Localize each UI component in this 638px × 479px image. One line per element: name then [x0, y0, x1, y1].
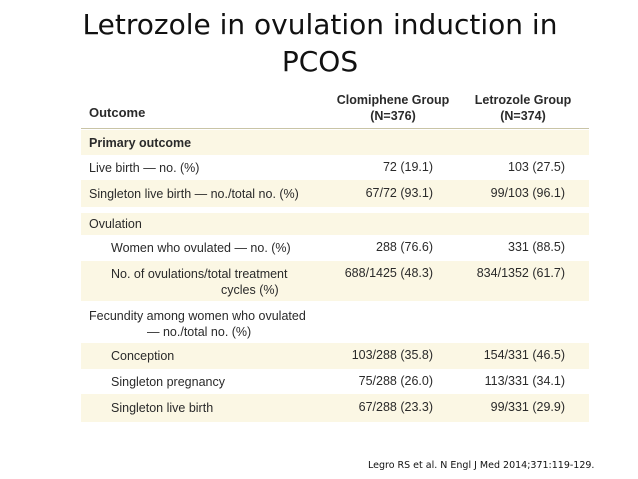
row-value-clomiphene: 75/288 (26.0) [358, 374, 433, 388]
row-value-clomiphene: 688/1425 (48.3) [344, 266, 433, 280]
header-letrozole-n: (N=374) [500, 109, 546, 123]
row-value-letrozole: 99/103 (96.1) [490, 186, 565, 200]
row-value-letrozole: 103 (27.5) [508, 160, 565, 174]
row-label: Singleton live birth [111, 401, 214, 415]
slide-title: Letrozole in ovulation induction in PCOS [60, 6, 580, 80]
row-value-clomiphene: 288 (76.6) [376, 240, 433, 254]
row-value-letrozole: 113/331 (34.1) [484, 374, 565, 388]
section-label-primary-outcome: Primary outcome [89, 136, 192, 150]
table-row-live-birth: Live birth — no. (%) 72 (19.1) 103 (27.5… [81, 155, 589, 180]
table-row-women-ovulated: Women who ovulated — no. (%) 288 (76.6) … [81, 235, 589, 261]
section-divider [81, 207, 589, 209]
row-value-letrozole: 154/331 (46.5) [483, 348, 565, 362]
row-value-clomiphene: 103/288 (35.8) [351, 348, 433, 362]
row-label: No. of ovulations/total treatment cycles… [111, 266, 287, 298]
row-label: Women who ovulated — no. (%) [111, 241, 291, 255]
row-label: Live birth — no. (%) [89, 161, 200, 175]
row-value-clomiphene: 72 (19.1) [382, 160, 433, 174]
outcomes-table: Outcome Clomiphene Group (N=376) Letrozo… [81, 88, 589, 425]
section-row-ovulation: Ovulation [81, 213, 589, 235]
header-clomiphene-group: Clomiphene Group (N=376) [327, 92, 459, 124]
section-row-primary-outcome: Primary outcome [81, 130, 589, 155]
section-label-fecundity-line1: Fecundity among women who ovulated [89, 309, 306, 323]
row-label-line1: No. of ovulations/total treatment [111, 267, 288, 281]
row-value-clomiphene: 67/288 (23.3) [358, 400, 433, 414]
row-value-letrozole: 331 (88.5) [508, 240, 565, 254]
header-letrozole-group: Letrozole Group (N=374) [457, 92, 589, 124]
section-row-fecundity: Fecundity among women who ovulated — no.… [81, 301, 589, 343]
row-label: Singleton pregnancy [111, 375, 225, 389]
row-label: Conception [111, 349, 175, 363]
header-outcome: Outcome [89, 105, 146, 120]
header-clomiphene-n: (N=376) [370, 109, 416, 123]
table-header: Outcome Clomiphene Group (N=376) Letrozo… [81, 88, 589, 129]
row-value-clomiphene: 67/72 (93.1) [365, 186, 433, 200]
table-row-ovulations-per-cycle: No. of ovulations/total treatment cycles… [81, 261, 589, 301]
table-row-conception: Conception 103/288 (35.8) 154/331 (46.5) [81, 343, 589, 369]
table-row-singleton-live-birth: Singleton live birth — no./total no. (%)… [81, 180, 589, 207]
section-label-fecundity-line2: — no./total no. (%) [147, 325, 252, 339]
row-label-line2: cycles (%) [221, 283, 279, 297]
slide-title-text: Letrozole in ovulation induction in PCOS [82, 8, 558, 78]
section-label-fecundity: Fecundity among women who ovulated — no.… [89, 308, 306, 340]
row-label: Singleton live birth — no./total no. (%) [89, 187, 299, 201]
row-value-letrozole: 834/1352 (61.7) [476, 266, 565, 280]
table-row-fecundity-singleton-live-birth: Singleton live birth 67/288 (23.3) 99/33… [81, 394, 589, 422]
section-label-ovulation: Ovulation [89, 217, 142, 231]
header-letrozole-name: Letrozole Group [474, 93, 572, 107]
header-clomiphene-name: Clomiphene Group [336, 93, 450, 107]
row-value-letrozole: 99/331 (29.9) [490, 400, 565, 414]
citation: Legro RS et al. N Engl J Med 2014;371:11… [368, 460, 595, 471]
table-row-singleton-pregnancy: Singleton pregnancy 75/288 (26.0) 113/33… [81, 369, 589, 394]
